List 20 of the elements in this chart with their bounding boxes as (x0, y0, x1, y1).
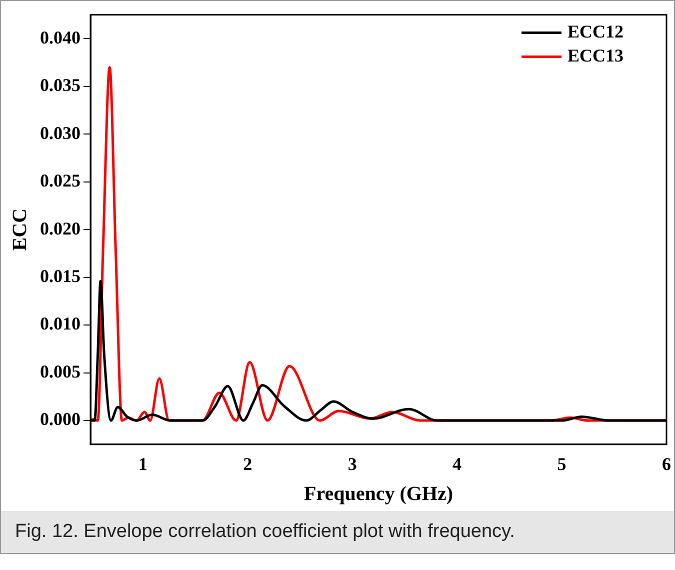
x-tick-label: 1 (138, 454, 148, 474)
y-tick-label: 0.040 (40, 27, 80, 48)
y-axis-title: ECC (9, 208, 32, 251)
x-tick-label: 2 (243, 454, 252, 474)
caption: Fig. 12. Envelope correlation coefficient plot with frequency. (1, 511, 674, 553)
y-tick-label: 0.005 (40, 361, 80, 382)
y-tick-label: 0.000 (40, 409, 80, 430)
x-axis-title: Frequency (GHz) (304, 483, 454, 506)
y-tick-label: 0.020 (40, 218, 80, 238)
y-tick-label: 0.035 (40, 75, 80, 96)
x-tick-label: 4 (452, 454, 462, 474)
x-tick-label: 6 (662, 454, 671, 474)
y-tick-label: 0.015 (40, 266, 80, 286)
legend-label: ECC13 (568, 45, 624, 66)
x-tick-label: 5 (557, 454, 566, 474)
x-tick-label: 3 (348, 454, 357, 474)
y-tick-label: 0.010 (40, 314, 80, 334)
y-tick-label: 0.030 (40, 122, 80, 143)
legend-label: ECC12 (568, 21, 624, 42)
y-tick-label: 0.025 (40, 170, 80, 191)
